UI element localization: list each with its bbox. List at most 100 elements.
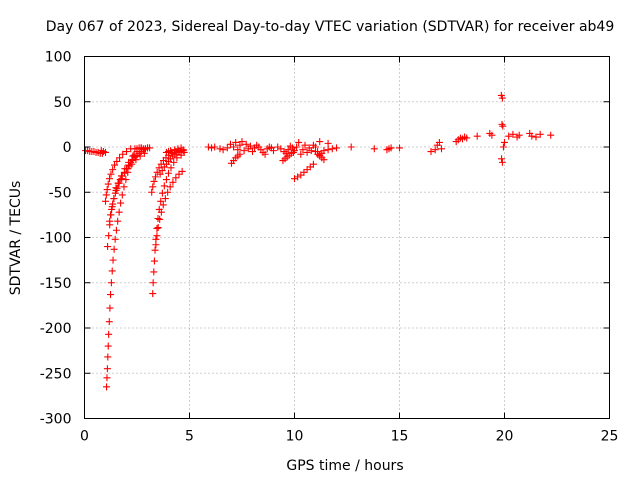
data-point [111, 235, 119, 243]
data-point [532, 133, 540, 141]
data-point [528, 132, 536, 140]
data-point [505, 132, 513, 140]
data-point [110, 195, 118, 203]
series-flat-mid [97, 144, 154, 156]
data-point [106, 217, 114, 225]
data-point [113, 157, 121, 165]
data-point [234, 146, 242, 154]
data-point [108, 267, 116, 275]
data-point [320, 156, 328, 164]
data-point [501, 138, 508, 146]
data-point [347, 143, 355, 151]
series-satellite-13 [312, 148, 328, 164]
data-point [154, 224, 162, 232]
data-point [284, 146, 292, 154]
data-point [102, 197, 109, 205]
data-point [111, 189, 119, 197]
series-evening-segments [316, 129, 496, 156]
data-point [387, 144, 395, 152]
axis-ticks: 0 5 10 15 20 25 -300 -250 -200 -150 -100 -50 0 50 100 [40, 50, 619, 445]
series-satellite-10 [228, 150, 244, 167]
data-point [232, 138, 240, 146]
data-point [102, 148, 109, 156]
data-point [156, 215, 164, 223]
data-point [128, 160, 136, 168]
plot-frame [84, 56, 610, 419]
data-point [498, 155, 506, 163]
data-point [159, 201, 167, 209]
data-point [150, 268, 158, 276]
data-point [370, 145, 378, 153]
data-point [320, 147, 328, 155]
chart-title: Day 067 of 2023, Sidereal Day-to-day VTE… [46, 19, 615, 35]
data-point [431, 146, 439, 154]
data-point [165, 169, 172, 177]
data-point [246, 142, 254, 150]
y-tick-label: 100 [45, 50, 72, 66]
data-point [289, 148, 297, 156]
data-point [106, 304, 114, 312]
data-point [104, 243, 112, 251]
data-point [211, 143, 219, 151]
data-point [291, 175, 298, 183]
data-point [151, 246, 159, 254]
data-point [166, 183, 174, 191]
data-point [105, 330, 113, 338]
series-flat-start [82, 147, 106, 157]
series-satellite-12 [291, 160, 317, 183]
data-point [112, 226, 120, 234]
data-point [158, 167, 166, 175]
data-point [170, 158, 178, 166]
x-tick-label: 5 [185, 429, 194, 445]
data-point [156, 170, 164, 178]
data-point [160, 182, 168, 190]
data-point [154, 214, 162, 222]
data-point [113, 185, 121, 193]
x-tick-label: 25 [601, 429, 619, 445]
data-point [162, 176, 170, 184]
data-point [119, 150, 127, 158]
data-point [463, 134, 471, 142]
data-point [301, 141, 309, 149]
data-point [164, 188, 172, 196]
data-point [498, 158, 506, 166]
data-point [117, 199, 125, 207]
data-point [151, 173, 159, 181]
data-point [509, 130, 517, 138]
data-point [152, 241, 160, 249]
data-point [223, 144, 231, 152]
data-point [175, 148, 183, 156]
data-point [109, 166, 117, 174]
data-point [208, 144, 216, 152]
data-point [270, 147, 277, 155]
data-point [169, 178, 177, 186]
data-point [107, 291, 115, 299]
data-point [149, 290, 157, 298]
data-point [103, 186, 111, 194]
data-point [293, 143, 301, 151]
data-point [116, 176, 124, 184]
data-point [498, 120, 506, 128]
data-point [324, 146, 332, 154]
data-point [499, 143, 507, 151]
y-tick-label: -250 [40, 366, 72, 382]
x-tick-label: 20 [496, 429, 514, 445]
x-tick-label: 15 [391, 429, 409, 445]
data-point [120, 168, 128, 176]
data-point [114, 179, 122, 187]
data-point [153, 232, 161, 240]
x-tick-label: 10 [286, 429, 304, 445]
data-point [111, 161, 119, 169]
data-point [149, 279, 157, 287]
series-flat-cluster [162, 146, 188, 159]
series-satellite-8 [152, 167, 186, 249]
data-point [230, 143, 238, 151]
series-satellite-3 [102, 145, 135, 205]
data-point [103, 383, 111, 391]
data-point [515, 131, 523, 139]
data-point [427, 148, 435, 156]
data-point [107, 279, 115, 287]
data-point [114, 217, 122, 225]
x-axis-label: GPS time / hours [286, 458, 403, 474]
